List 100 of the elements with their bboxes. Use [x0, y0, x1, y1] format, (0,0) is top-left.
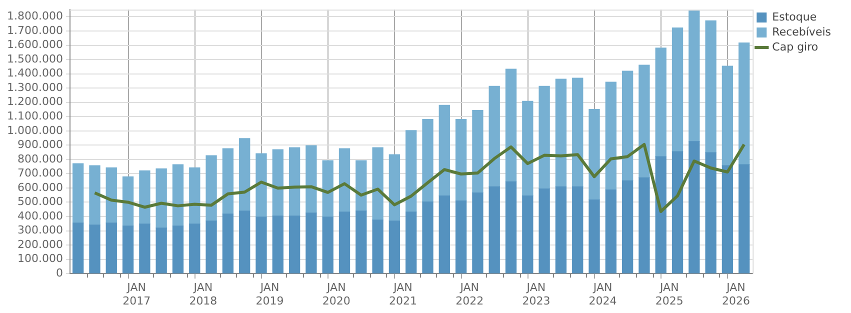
bar	[139, 170, 150, 224]
bar	[222, 148, 234, 214]
bar	[239, 210, 250, 274]
legend-label: Estoque	[772, 10, 817, 24]
bar	[655, 48, 666, 157]
x-tick-label: JAN 2026	[722, 281, 750, 308]
bar	[406, 130, 417, 212]
bar	[322, 216, 334, 274]
x-tick-label: JAN 2023	[522, 281, 550, 308]
bar	[688, 141, 700, 274]
x-tick-label: JAN 2019	[256, 281, 284, 308]
x-tick-label: JAN 2022	[456, 281, 484, 308]
bar	[256, 216, 267, 274]
y-tick-label: 800.000	[17, 152, 63, 166]
bar	[388, 154, 400, 222]
y-tick-label: 300.000	[17, 224, 63, 237]
x-tick-label: JAN 2024	[588, 281, 617, 308]
bar	[156, 168, 167, 228]
bar	[622, 70, 634, 182]
bar	[106, 222, 117, 274]
bar	[488, 86, 500, 188]
y-tick-label: 600.000	[17, 180, 63, 194]
bar	[705, 152, 716, 274]
bar	[72, 222, 84, 274]
legend-label: Cap giro	[772, 40, 818, 54]
y-tick-label: 700.000	[17, 166, 63, 180]
bar	[572, 78, 584, 188]
bar	[522, 100, 534, 196]
y-tick-label: 200.000	[17, 238, 63, 251]
y-tick-label: 1.500.000	[7, 52, 63, 66]
bar	[189, 167, 200, 224]
bar	[588, 199, 600, 274]
bar	[605, 82, 616, 190]
bar	[672, 28, 684, 152]
y-tick-label: 1.700.000	[7, 24, 63, 37]
y-tick-label: 1.000.000	[7, 124, 63, 137]
bar	[322, 160, 334, 218]
y-tick-label: 900.000	[17, 138, 63, 152]
y-tick-label: 1.200.000	[7, 95, 63, 108]
bar	[622, 180, 634, 274]
bar	[156, 228, 167, 274]
bar	[388, 220, 400, 274]
y-tick-label: 1.100.000	[7, 109, 63, 122]
bar	[222, 214, 234, 274]
bar	[172, 164, 184, 226]
bar	[422, 201, 434, 274]
bar	[272, 149, 284, 216]
bar	[272, 216, 284, 274]
bar	[189, 224, 200, 274]
bar	[406, 212, 417, 274]
bar	[488, 186, 500, 274]
bar	[72, 163, 84, 224]
bar	[738, 42, 750, 165]
bar	[438, 195, 450, 274]
bar	[356, 160, 367, 212]
bar	[455, 200, 467, 274]
bar	[139, 224, 150, 274]
y-tick-label: 1.600.000	[7, 38, 63, 52]
bar	[239, 138, 250, 212]
x-tick-label: JAN 2017	[122, 281, 151, 308]
bar	[555, 78, 567, 188]
x-tick-label: JAN 2021	[389, 281, 417, 308]
bar	[122, 226, 134, 274]
bar	[538, 86, 550, 190]
bar	[106, 167, 117, 224]
bar	[638, 64, 650, 178]
bar	[288, 216, 300, 274]
bar	[588, 109, 600, 200]
y-tick-label: 100.000	[17, 252, 63, 266]
bar	[338, 148, 350, 212]
bar	[256, 153, 267, 218]
bar	[538, 188, 550, 274]
bar	[206, 155, 217, 222]
bar	[122, 176, 134, 226]
bar	[572, 186, 584, 274]
bar	[705, 20, 716, 153]
bar	[505, 181, 517, 274]
bar	[688, 10, 700, 142]
bar	[338, 212, 350, 274]
bar	[206, 220, 217, 274]
bar	[288, 147, 300, 216]
x-tick-label: JAN 2025	[655, 281, 684, 308]
bar	[306, 212, 317, 274]
bar	[638, 177, 650, 274]
bar	[472, 192, 484, 274]
bar	[438, 104, 450, 196]
bar	[89, 224, 100, 274]
bar	[605, 190, 616, 274]
y-tick-label: 500.000	[17, 195, 63, 208]
bar	[722, 66, 734, 166]
bar	[372, 220, 384, 274]
bar	[472, 110, 484, 194]
x-tick-label: JAN 2018	[189, 281, 218, 308]
bar	[522, 195, 534, 274]
y-tick-label: 1.400.000	[7, 66, 63, 80]
bar	[505, 68, 517, 182]
bar	[422, 119, 434, 202]
legend-label: Recebíveis	[772, 25, 832, 38]
bar	[722, 165, 734, 274]
bar	[672, 151, 684, 274]
